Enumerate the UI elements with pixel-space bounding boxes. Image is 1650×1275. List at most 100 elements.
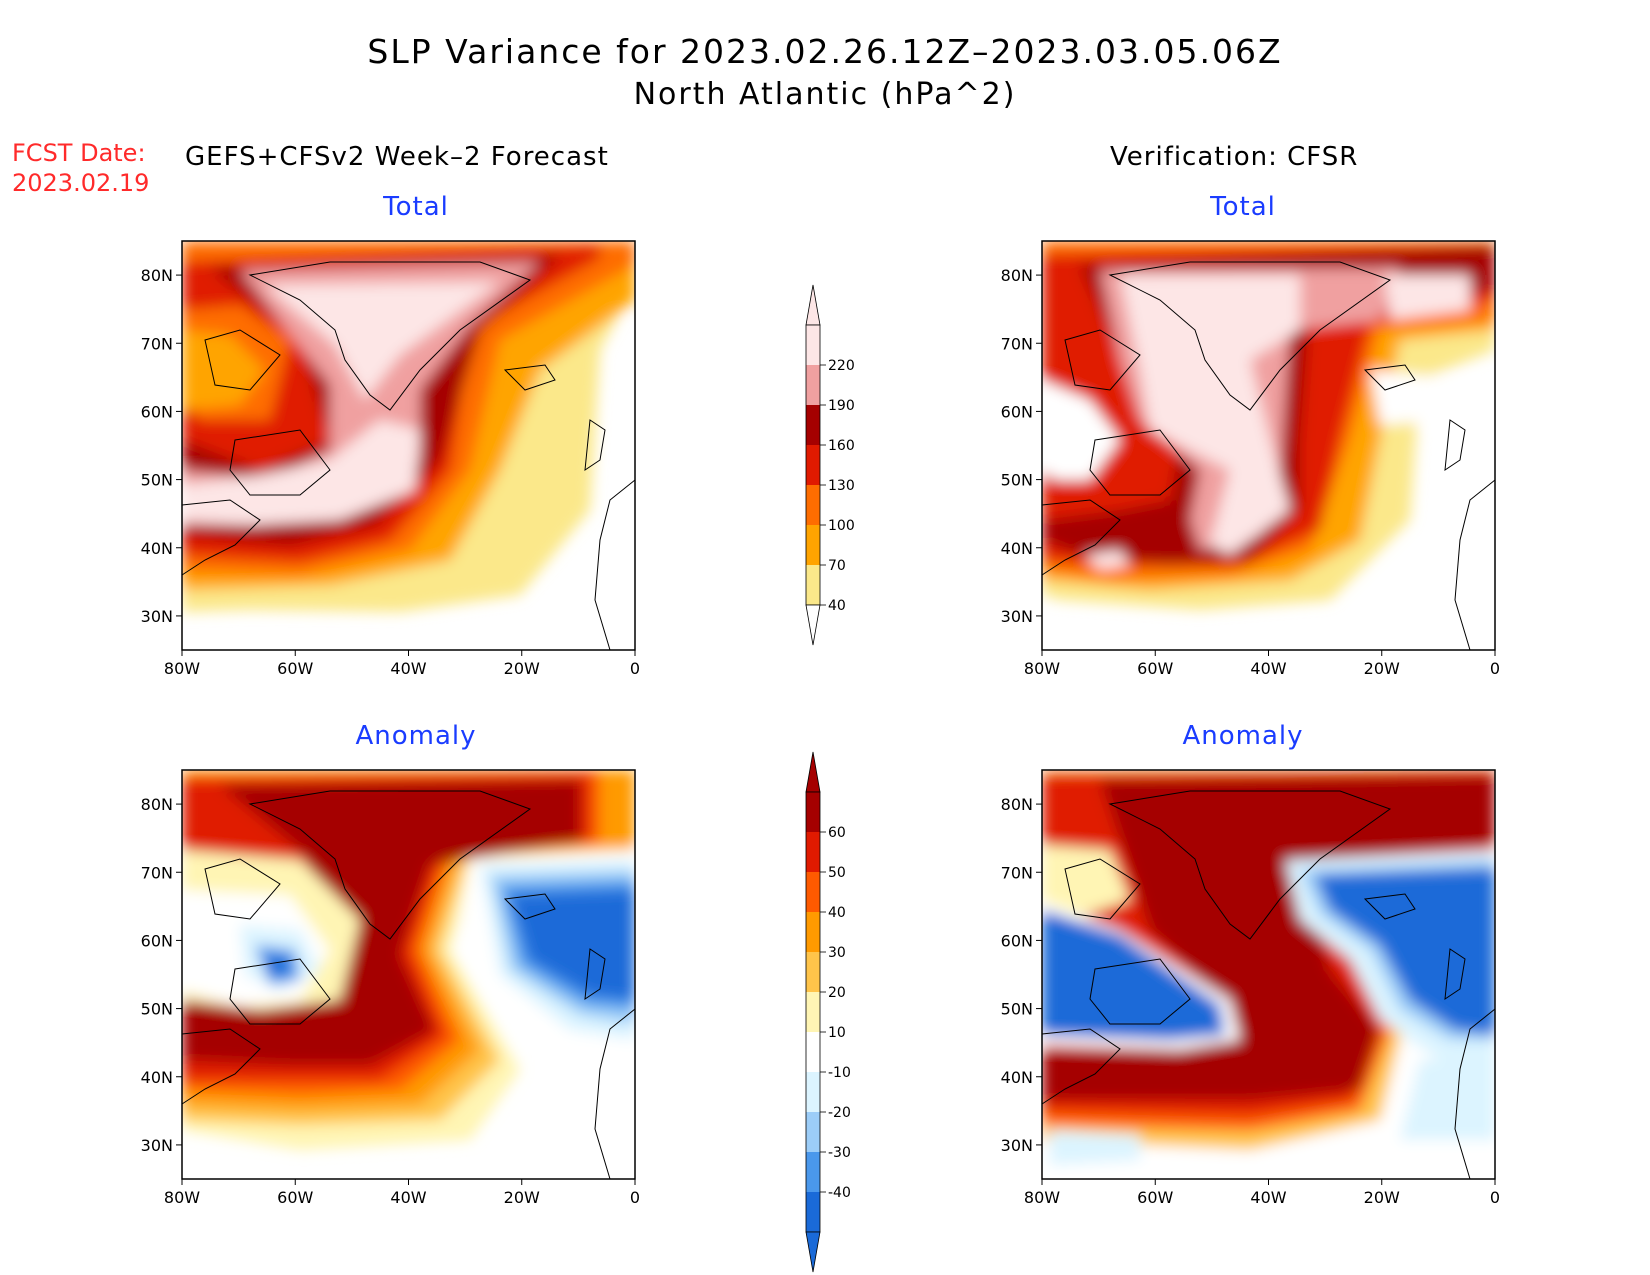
fc-total-lon-label: 0 bbox=[630, 659, 640, 678]
total-cbar-tick-label: 40 bbox=[828, 598, 846, 614]
vf-total-lat-label: 30N bbox=[1001, 607, 1033, 626]
vf-total-lon-label: 20W bbox=[1364, 659, 1400, 678]
vf-anom-lon-label: 0 bbox=[1490, 1188, 1500, 1207]
total-cbar-swatch bbox=[806, 365, 820, 405]
vf-anom-field bbox=[1042, 770, 1495, 1179]
vf-anom-lat-label: 30N bbox=[1001, 1136, 1033, 1155]
fc-anom-lat-label: 60N bbox=[141, 931, 173, 950]
total-cbar-tick-label: 70 bbox=[828, 558, 846, 574]
fc-total-lat-label: 80N bbox=[141, 266, 173, 285]
vf-anom-lon-label: 20W bbox=[1364, 1188, 1400, 1207]
total-cbar-swatch bbox=[806, 445, 820, 485]
fc-anom-lon-label: 20W bbox=[504, 1188, 540, 1207]
vf-total-lon-label: 60W bbox=[1137, 659, 1173, 678]
fc-anom-lon-label: 0 bbox=[630, 1188, 640, 1207]
chart-title-line2: North Atlantic (hPa^2) bbox=[633, 77, 1017, 112]
vf-anom-lat-label: 50N bbox=[1001, 1000, 1033, 1019]
vf-total-coast bbox=[1041, 261, 1496, 651]
vf-anom-lat-label: 60N bbox=[1001, 931, 1033, 950]
total-cbar-tick-label: 220 bbox=[828, 358, 855, 374]
anom-cbar-tick-label: -20 bbox=[828, 1105, 851, 1121]
fc-anom-lon-label: 60W bbox=[277, 1188, 313, 1207]
vf-anom-lat-label: 40N bbox=[1001, 1068, 1033, 1087]
anom-cbar-tick-label: 40 bbox=[828, 905, 846, 921]
total-cbar-tick-label: 190 bbox=[828, 398, 855, 414]
fc-anom-lat-label: 70N bbox=[141, 863, 173, 882]
vf-total-lat-label: 60N bbox=[1001, 402, 1033, 421]
anom-cbar-tick-label: 50 bbox=[828, 865, 846, 881]
fc-anom-lat-label: 50N bbox=[141, 1000, 173, 1019]
total-cbar-swatch bbox=[806, 405, 820, 445]
total-cbar-tick-label: 130 bbox=[828, 478, 855, 494]
forecast-date-value: 2023.02.19 bbox=[12, 169, 150, 197]
anom-cbar-tick-label: 60 bbox=[828, 825, 846, 841]
total-cbar-swatch bbox=[806, 565, 820, 605]
anom-cbar-tick-label: -40 bbox=[828, 1185, 851, 1201]
vf-total-lon-label: 80W bbox=[1024, 659, 1060, 678]
fc-anom-field bbox=[182, 770, 635, 1179]
vf-anom-coast bbox=[1041, 790, 1496, 1180]
forecast-date-label: FCST Date: bbox=[12, 139, 146, 167]
fc-total-lat-label: 40N bbox=[141, 539, 173, 558]
anom-cbar-swatch bbox=[806, 1192, 820, 1232]
total-cbar-swatch bbox=[806, 525, 820, 565]
vf-total-lat-label: 40N bbox=[1001, 539, 1033, 558]
coastlines bbox=[181, 261, 1496, 1180]
vf-total-subtitle: Total bbox=[1210, 192, 1276, 222]
anom-cbar-swatch bbox=[806, 992, 820, 1032]
verification-header: Verification: CFSR bbox=[1110, 142, 1359, 172]
fc-anom-lon-label: 80W bbox=[164, 1188, 200, 1207]
forecast-header: GEFS+CFSv2 Week–2 Forecast bbox=[185, 142, 609, 172]
fc-anom-lat-label: 40N bbox=[141, 1068, 173, 1087]
fc-total-coast bbox=[181, 261, 636, 651]
anom-cbar-swatch bbox=[806, 952, 820, 992]
total-cbar-swatch bbox=[806, 325, 820, 365]
chart-title-line1: SLP Variance for 2023.02.26.12Z–2023.03.… bbox=[367, 32, 1283, 71]
anom-cbar-swatch bbox=[806, 1112, 820, 1152]
total-cbar-bottom-arrow bbox=[805, 604, 821, 646]
axes-layer: 30N 40N 50N 60N 70N 80N 80W 60W 40W 20W 0 30N 40N 50N… bbox=[141, 266, 1500, 1207]
fc-anom-lon-label: 40W bbox=[390, 1188, 426, 1207]
anom-cbar-tick-label: 20 bbox=[828, 985, 846, 1001]
anom-cbar-tick-label: -30 bbox=[828, 1145, 851, 1161]
anom-cbar-tick-label: 10 bbox=[828, 1025, 846, 1041]
fc-anom-coast bbox=[181, 790, 636, 1180]
fc-anom-lat-label: 80N bbox=[141, 795, 173, 814]
anom-cbar-swatch bbox=[806, 872, 820, 912]
fc-total-field bbox=[182, 241, 635, 650]
anom-cbar-bottom-arrow bbox=[805, 1231, 821, 1273]
vf-total-lon-label: 40W bbox=[1250, 659, 1286, 678]
anom-cbar-tick-label: 30 bbox=[828, 945, 846, 961]
vf-anom-subtitle: Anomaly bbox=[1182, 721, 1304, 751]
fc-total-lon-label: 20W bbox=[504, 659, 540, 678]
vf-anom-lon-label: 40W bbox=[1250, 1188, 1286, 1207]
fc-total-lon-label: 60W bbox=[277, 659, 313, 678]
vf-anom-lon-label: 80W bbox=[1024, 1188, 1060, 1207]
fc-total-lon-label: 80W bbox=[164, 659, 200, 678]
fc-total-lat-label: 30N bbox=[141, 607, 173, 626]
vf-anom-lat-label: 80N bbox=[1001, 795, 1033, 814]
anom-cbar-swatch bbox=[806, 1072, 820, 1112]
fc-anom-lat-label: 30N bbox=[141, 1136, 173, 1155]
vf-total-lat-label: 70N bbox=[1001, 334, 1033, 353]
total-cbar-tick-label: 160 bbox=[828, 438, 855, 454]
anom-cbar-swatch bbox=[806, 1152, 820, 1192]
total-cbar-tick-label: 100 bbox=[828, 518, 855, 534]
vf-total-lon-label: 0 bbox=[1490, 659, 1500, 678]
anom-cbar-swatch bbox=[806, 792, 820, 832]
anom-cbar-tick-label: -10 bbox=[828, 1065, 851, 1081]
fc-total-lat-label: 60N bbox=[141, 402, 173, 421]
vf-anom-lat-label: 70N bbox=[1001, 863, 1033, 882]
fc-total-subtitle: Total bbox=[383, 192, 449, 222]
anom-cbar-swatch bbox=[806, 912, 820, 952]
vf-anom-lon-label: 60W bbox=[1137, 1188, 1173, 1207]
fc-total-lat-label: 50N bbox=[141, 471, 173, 490]
vf-total-lat-label: 80N bbox=[1001, 266, 1033, 285]
anom-cbar-swatch bbox=[806, 1032, 820, 1072]
vf-total-lat-label: 50N bbox=[1001, 471, 1033, 490]
fc-total-lat-label: 70N bbox=[141, 334, 173, 353]
fc-anom-subtitle: Anomaly bbox=[355, 721, 477, 751]
anom-cbar-swatch bbox=[806, 832, 820, 872]
fc-total-lon-label: 40W bbox=[390, 659, 426, 678]
